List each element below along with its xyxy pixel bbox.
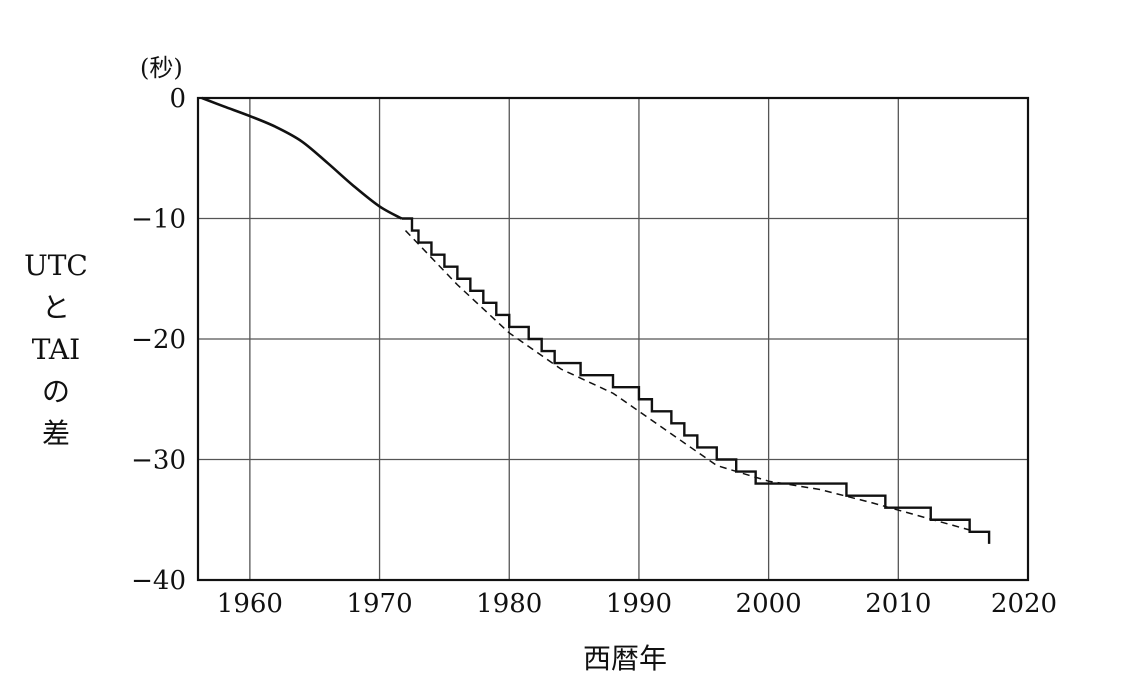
x-axis-title: 西暦年 (583, 642, 667, 675)
y-tick-label: −30 (131, 446, 186, 476)
y-axis-title-line: 差 (42, 417, 70, 450)
y-axis-title: UTC と TAI の差 (24, 249, 88, 450)
y-tick-label: −10 (131, 205, 186, 235)
y-axis-title-line: TAI (32, 333, 80, 366)
series-step-line (401, 217, 991, 544)
series-dashed-trend (404, 230, 977, 533)
y-axis-title-line: と (42, 291, 70, 324)
y-tick-label: −40 (131, 566, 186, 596)
x-tick-label: 2010 (865, 589, 931, 619)
x-tick-label: 1960 (217, 589, 283, 619)
x-tick-label: 2020 (991, 589, 1057, 619)
grid (198, 98, 1028, 580)
y-axis-title-line: UTC (24, 249, 88, 282)
y-axis-title-line: の (42, 375, 70, 408)
y-tick-label: 0 (169, 84, 186, 114)
x-tick-label: 2000 (736, 589, 802, 619)
series-layer (201, 96, 991, 544)
x-tick-label: 1970 (346, 589, 412, 619)
y-tick-label: −20 (131, 325, 186, 355)
x-axis-ticks: 1960 1970 1980 1990 2000 2010 2020 (217, 589, 1057, 619)
plot-frame (196, 96, 1030, 582)
x-tick-label: 1990 (606, 589, 672, 619)
y-unit-label: (秒) (140, 54, 183, 82)
series-early-curve (201, 96, 403, 220)
y-axis-ticks: 0 −10 −20 −30 −40 (131, 84, 186, 596)
x-tick-label: 1980 (476, 589, 542, 619)
